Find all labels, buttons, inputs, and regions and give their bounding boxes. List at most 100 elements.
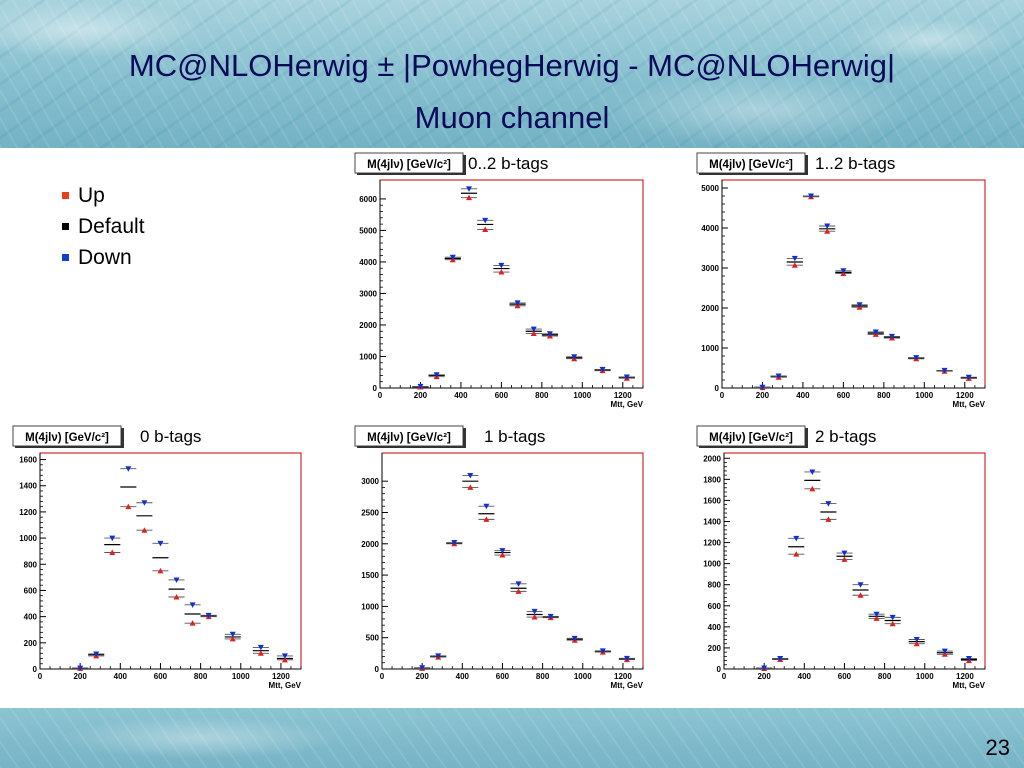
x-axis-label: Mtt, GeV [953,400,986,409]
down-point [483,503,490,510]
legend-bullet-up [62,192,69,199]
slide-title: MC@NLOHerwig ± |PowhegHerwig - MC@NLOHer… [128,48,896,83]
y-tick-label: 1400 [19,482,37,491]
hist-title-shadow-bottom [699,173,808,175]
chart-0-btags: M(4jlν) [GeV/c²] 0 200 400 600 800 1000 1200 140… [12,425,302,690]
down-point [623,655,630,662]
y-tick-label: 4000 [701,224,719,233]
data-point-group [184,602,201,626]
data-point-group [772,655,789,663]
x-tick-label: 400 [798,672,812,681]
up-point [466,194,473,201]
data-point-group [908,636,925,647]
data-point-group [525,326,542,336]
data-point-group [493,262,510,275]
x-tick-label: 600 [837,391,851,400]
hist-title-shadow-bottom [699,446,808,448]
hist-title-box: M(4jlν) [GeV/c²] [696,425,808,448]
y-tick-label: 3000 [359,289,377,298]
hist-title-shadow-bottom [357,446,466,448]
y-tick-label: 400 [24,613,38,622]
up-point [498,269,505,275]
panel-label-0-2-btags: 0..2 b-tags [468,154,549,173]
down-point [793,535,800,542]
x-tick-label: 200 [73,672,87,681]
x-tick-label: 400 [456,672,470,681]
up-point [173,594,180,600]
up-point [531,614,538,620]
data-point-group [868,611,885,621]
legend-bullet-default [62,223,69,230]
down-point [141,500,148,506]
x-tick-label: 400 [796,391,810,400]
down-point [281,653,288,659]
down-point [913,636,920,643]
y-tick-label: 0 [715,384,720,393]
data-point-group [462,473,479,490]
x-tick-label: 800 [536,672,550,681]
y-tick-label: 400 [708,623,722,632]
x-tick-label: 800 [877,391,891,400]
data-point-group [936,367,953,374]
y-tick-label: 2500 [361,508,379,517]
down-point [449,254,456,261]
x-tick-label: 0 [38,672,43,681]
y-tick-label: 1000 [361,602,379,611]
data-point-group [594,648,611,655]
down-point [873,611,880,618]
down-point [571,354,578,360]
panel-label-1-btags: 1 b-tags [484,427,546,446]
down-point [531,608,538,615]
data-point-group [120,466,137,510]
data-point-group [542,613,559,621]
y-tick-label: 4000 [359,258,377,267]
up-point [141,527,148,533]
down-point [571,635,578,642]
data-point-group [494,548,511,558]
data-point-group [168,577,185,600]
chart-1-2-btags: M(4jlν) [GeV/c²] 0 1000 2000 3000 4000 5000 0 20… [696,152,986,409]
plot-frame [39,452,302,670]
up-point [125,503,132,510]
y-tick-label: 600 [24,586,38,595]
down-point [515,581,522,587]
down-point [841,550,848,557]
y-tick-label: 800 [708,581,722,590]
x-tick-label: 0 [722,672,727,681]
down-point [451,540,458,546]
x-axis-label: Mtt, GeV [953,681,986,690]
data-point-group [852,582,869,598]
data-point-group [819,223,836,234]
down-point [77,665,84,672]
y-tick-label: 1200 [703,539,721,548]
hist-title-shadow-bottom [15,446,124,448]
footer-background [0,708,1024,768]
y-tick-label: 3000 [701,264,719,273]
down-point [857,582,864,588]
panel-label-1-2-btags: 1..2 b-tags [815,154,896,173]
up-point [841,556,848,562]
y-tick-label: 0 [373,384,378,393]
data-point-group [104,535,121,555]
down-point [125,466,132,472]
up-point [281,656,288,663]
down-point [856,302,863,308]
up-point [825,516,832,522]
x-tick-label: 200 [757,672,771,681]
y-tick-label: 2000 [359,321,377,330]
data-point-group [72,665,89,672]
down-point [173,577,180,583]
legend-label-up: Up [78,183,105,207]
x-tick-label: 600 [495,391,509,400]
legend: Up Default Down [62,180,145,273]
up-point [889,620,896,627]
hist-title-box: M(4jlν) [GeV/c²] [696,152,808,175]
down-point [777,655,784,662]
data-point-group [566,354,583,362]
x-tick-label: 1000 [915,391,933,400]
down-point [599,648,606,654]
y-tick-label: 2000 [703,454,721,463]
up-point [483,516,490,522]
y-tick-label: 0 [717,665,722,674]
y-tick-label: 1600 [703,496,721,505]
